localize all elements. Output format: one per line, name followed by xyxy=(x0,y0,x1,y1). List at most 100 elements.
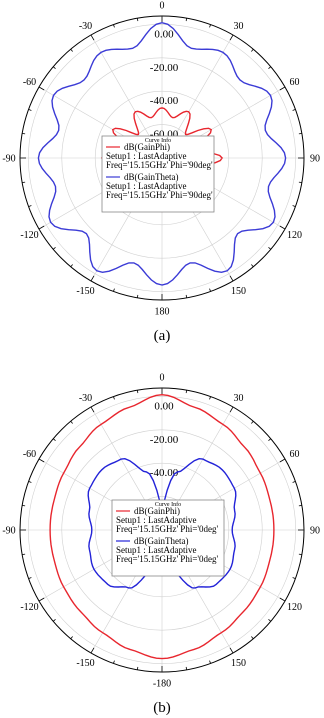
rim-tick xyxy=(279,458,286,463)
legend-series-name: dB(GainPhi) xyxy=(134,506,180,516)
rim-tick xyxy=(292,481,296,483)
rim-tick xyxy=(38,86,45,91)
rim-tick xyxy=(38,225,45,230)
series-line-1 xyxy=(49,393,275,660)
legend-setup: Setup1 : LastAdaptive xyxy=(106,151,187,161)
rim-tick xyxy=(279,86,286,91)
polar-chart-b: 0 30 60 90 120 150 -180 -150 -120 -90 -60 -30 0.00 -2… xyxy=(2,373,320,690)
angle-tick-label: 90 xyxy=(310,154,320,165)
rim-tick xyxy=(52,247,56,250)
rim-tick xyxy=(268,247,272,250)
rim-tick xyxy=(113,660,115,664)
rim-tick xyxy=(292,109,296,111)
radial-tick-label: -40.00 xyxy=(150,467,179,479)
rim-tick xyxy=(229,34,234,41)
radial-tick-label: 0.00 xyxy=(154,28,174,40)
legend-freq: Freq='15.15GHz' Phi='90deg' xyxy=(106,160,213,170)
angle-tick-label: 150 xyxy=(231,658,246,669)
rim-tick xyxy=(52,438,56,441)
rim-tick xyxy=(229,275,234,282)
rim-tick xyxy=(185,390,188,394)
angle-tick-label: -60 xyxy=(23,77,36,88)
legend-freq: Freq='15.15GHz' Phi='0deg' xyxy=(116,524,219,534)
angle-tick-label: 60 xyxy=(290,449,300,460)
caption-b: (b) xyxy=(153,700,171,716)
rim-tick xyxy=(229,647,234,654)
rim-tick xyxy=(298,132,302,135)
angle-tick-label: 180 xyxy=(155,307,170,318)
angle-tick-label: 150 xyxy=(231,286,246,297)
legend-freq: Freq='15.15GHz' Phi='0deg' xyxy=(116,554,219,564)
rim-tick xyxy=(268,619,272,622)
rim-tick xyxy=(209,288,211,292)
angle-tick-label: 120 xyxy=(287,230,302,241)
rim-tick xyxy=(70,264,73,268)
angle-tick-label: -120 xyxy=(20,230,38,241)
rim-tick xyxy=(70,636,73,640)
rim-tick xyxy=(229,406,234,413)
angle-tick-label: -120 xyxy=(20,602,38,613)
legend-setup: Setup1 : LastAdaptive xyxy=(106,181,187,191)
angle-tick-label: 0 xyxy=(160,1,165,12)
rim-tick xyxy=(279,225,286,230)
rim-tick xyxy=(28,205,32,207)
angle-tick-label: -30 xyxy=(79,393,92,404)
angle-tick-label: -60 xyxy=(23,449,36,460)
rim-tick xyxy=(90,406,95,413)
rim-tick xyxy=(298,553,302,556)
rim-tick xyxy=(22,504,26,507)
rim-tick xyxy=(185,294,188,298)
polar-chart-a: 0 30 60 90 120 150 180 -150 -120 -90 -60 -30 0.00 -20… xyxy=(2,1,320,318)
rim-tick xyxy=(209,396,211,400)
rim-tick xyxy=(292,577,296,579)
rim-tick xyxy=(136,390,139,394)
legend-title: Curve Info xyxy=(145,137,171,144)
rim-tick xyxy=(209,24,211,28)
rim-tick xyxy=(251,636,254,640)
angle-tick-label: -150 xyxy=(76,658,94,669)
rim-tick xyxy=(70,48,73,52)
rim-tick xyxy=(22,181,26,184)
angle-tick-label: -90 xyxy=(2,526,15,537)
radial-tick-label: -20.00 xyxy=(150,434,179,446)
rim-tick xyxy=(113,288,115,292)
rim-tick xyxy=(136,666,139,670)
rim-tick xyxy=(251,48,254,52)
legend-series-name: dB(GainTheta) xyxy=(134,536,188,546)
angle-tick-label: -180 xyxy=(153,679,171,690)
rim-tick xyxy=(185,666,188,670)
angle-tick-label: 30 xyxy=(234,21,244,32)
angle-tick-label: -90 xyxy=(2,154,15,165)
angle-tick-label: -150 xyxy=(76,286,94,297)
angle-tick-label: 0 xyxy=(160,373,165,384)
legend-series-name: dB(GainPhi) xyxy=(124,142,170,152)
angle-tick-label: 90 xyxy=(310,526,320,537)
legend-freq: Freq='15.15GHz' Phi='90deg' xyxy=(106,190,213,200)
legend-box xyxy=(101,135,215,213)
rim-tick xyxy=(28,481,32,483)
rim-tick xyxy=(113,396,115,400)
rim-tick xyxy=(279,597,286,602)
rim-tick xyxy=(52,619,56,622)
rim-tick xyxy=(38,597,45,602)
rim-tick xyxy=(28,577,32,579)
caption-a: (a) xyxy=(154,328,171,344)
series-line-2 xyxy=(37,21,287,286)
rim-tick xyxy=(268,438,272,441)
rim-tick xyxy=(251,264,254,268)
rim-tick xyxy=(22,132,26,135)
rim-tick xyxy=(298,181,302,184)
angle-tick-label: 120 xyxy=(287,602,302,613)
rim-tick xyxy=(38,458,45,463)
angle-tick-label: 60 xyxy=(290,77,300,88)
legend-setup: Setup1 : LastAdaptive xyxy=(116,545,197,555)
rim-tick xyxy=(136,18,139,22)
rim-tick xyxy=(70,420,73,424)
rim-tick xyxy=(268,66,272,69)
legend-setup: Setup1 : LastAdaptive xyxy=(116,515,197,525)
angle-tick-label: -30 xyxy=(79,21,92,32)
legend-title: Curve Info xyxy=(155,501,181,508)
rim-tick xyxy=(28,109,32,111)
rim-tick xyxy=(113,24,115,28)
